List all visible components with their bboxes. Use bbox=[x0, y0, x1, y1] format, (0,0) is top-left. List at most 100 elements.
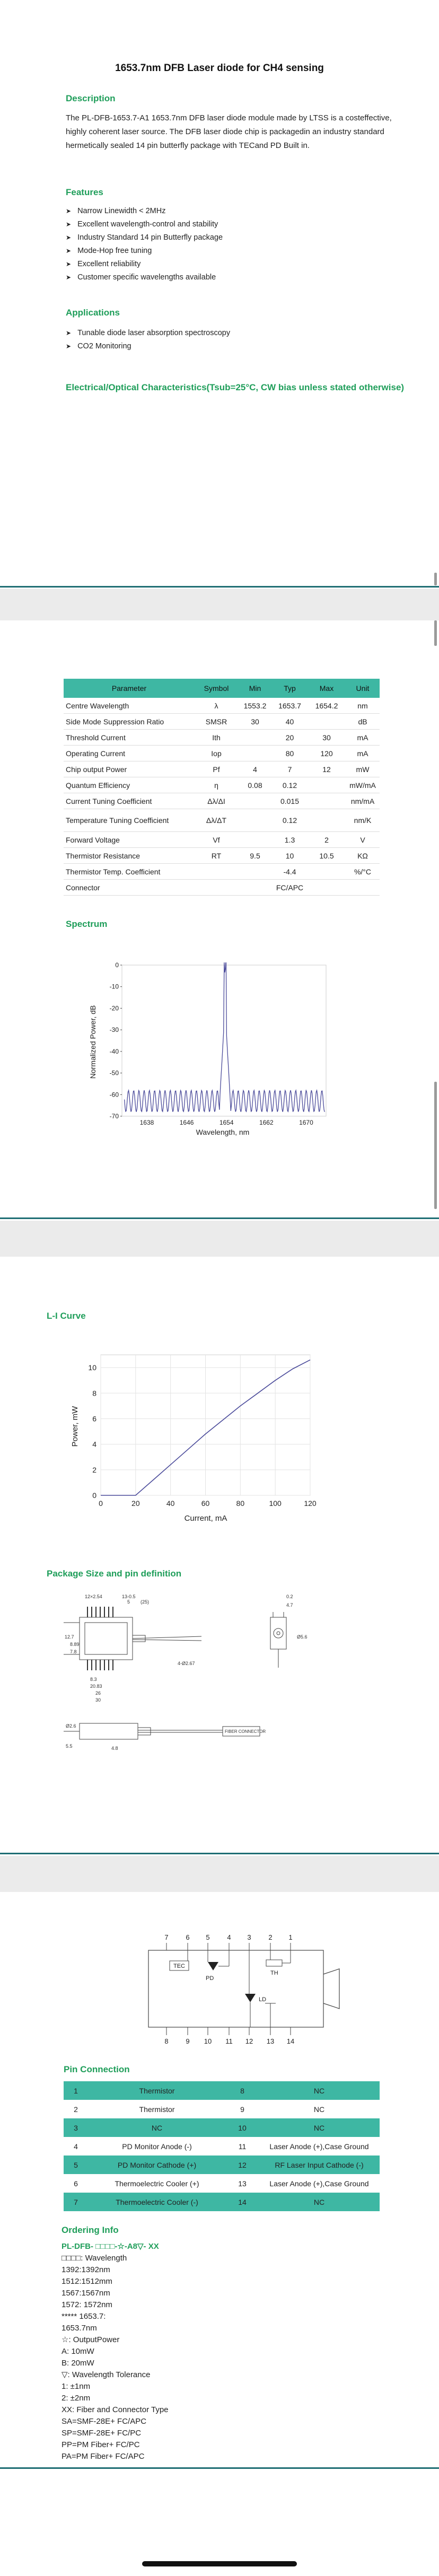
y-tick-label: -50 bbox=[110, 1070, 119, 1077]
table-cell: 2 bbox=[74, 2105, 78, 2114]
page-1: 1653.7nm DFB Laser diode for CH4 sensing… bbox=[0, 0, 439, 589]
scrollbar-thumb[interactable] bbox=[434, 1082, 437, 1209]
table-row: 4 PD Monitor Anode (-) 11 Laser Anode (+),C… bbox=[64, 2137, 380, 2156]
table-cell: 0.015 bbox=[272, 793, 308, 809]
y-axis-label: Normalized Power, dB bbox=[89, 1005, 97, 1079]
table-row: Temperature Tuning Coefficient Δλ/ΔT 0.12 n… bbox=[64, 809, 380, 832]
table-row: Centre Wavelength λ 1553.2 1653.7 1654.2 nm bbox=[64, 698, 380, 714]
ordering-heading: Ordering Info bbox=[62, 2225, 119, 2235]
dim-label: 30 bbox=[95, 1697, 101, 1703]
home-indicator[interactable] bbox=[142, 2561, 297, 2566]
dim-label: 4-Ø2.67 bbox=[178, 1661, 195, 1666]
butterfly-lid bbox=[84, 1622, 128, 1655]
table-cell: Vf bbox=[195, 831, 238, 848]
scrollbar-thumb[interactable] bbox=[434, 573, 437, 585]
parameters-table: Parameter Symbol Min Typ Max Unit Centre… bbox=[64, 679, 380, 896]
dim-label: 4.8 bbox=[111, 1746, 118, 1751]
x-tick-label: 120 bbox=[304, 1499, 317, 1508]
table-cell: 1653.7 bbox=[272, 698, 308, 714]
page-4: 7 6 5 4 3 2 1 8 9 10 11 12 13 14 TEC PD … bbox=[0, 1892, 439, 2486]
page-2: Parameter Symbol Min Typ Max Unit Centre… bbox=[0, 620, 439, 1221]
table-cell: 8 bbox=[226, 2081, 259, 2100]
ordering-line: PA=PM Fiber+ FC/APC bbox=[62, 2452, 145, 2461]
table-cell: 120 bbox=[308, 745, 346, 761]
table-cell: 1 bbox=[64, 2081, 88, 2100]
thermistor-icon bbox=[266, 1959, 283, 1967]
pin-label: 10 bbox=[204, 2037, 212, 2045]
table-row: Forward Voltage Vf 1.3 2 V bbox=[64, 831, 380, 848]
table-cell: Iop bbox=[195, 745, 238, 761]
ordering-line: ☆: OutputPower bbox=[62, 2335, 120, 2344]
table-cell: 7 bbox=[272, 761, 308, 777]
table-cell: 14 bbox=[226, 2193, 259, 2211]
x-tick-labels: 1638 1646 1654 1662 1670 bbox=[140, 1119, 314, 1126]
dim-label: 8.3 bbox=[90, 1677, 97, 1682]
table-cell: 10 bbox=[272, 847, 308, 864]
page-divider bbox=[0, 586, 439, 588]
table-cell: 9.5 bbox=[238, 847, 272, 864]
x-tick-label: 20 bbox=[131, 1499, 140, 1508]
table-cell: PD Monitor Anode (-) bbox=[122, 2142, 192, 2151]
table-cell: Thermoelectric Cooler (-) bbox=[88, 2193, 226, 2211]
pin-label: 6 bbox=[186, 1933, 189, 1941]
table-cell: RF Laser Input Cathode (-) bbox=[259, 2156, 380, 2174]
list-item: CO2 Monitoring bbox=[66, 340, 230, 353]
table-cell: nm/K bbox=[346, 809, 380, 832]
page-divider bbox=[0, 2467, 439, 2469]
y-tick-label: -70 bbox=[110, 1112, 119, 1120]
page-3: L-I Curve 0 2 4 6 8 10 0 20 40 60 80 100 120 Curren… bbox=[0, 1257, 439, 1856]
table-cell: Thermistor Temp. Coefficient bbox=[64, 863, 195, 880]
table-cell: 6 bbox=[74, 2179, 78, 2188]
dim-label: Ø2.6 bbox=[66, 1723, 76, 1729]
pin-label: 11 bbox=[225, 2037, 233, 2045]
table-row: 6 Thermoelectric Cooler (+) 13 Laser Anode … bbox=[64, 2174, 380, 2193]
dim-label: Ø5.6 bbox=[297, 1634, 308, 1640]
pd-diode-icon bbox=[208, 1962, 218, 1970]
spectrum-heading: Spectrum bbox=[66, 919, 108, 929]
page-gap bbox=[0, 589, 439, 620]
table-header-row: Parameter Symbol Min Typ Max Unit bbox=[64, 679, 380, 698]
table-cell: 4 bbox=[74, 2142, 78, 2151]
table-cell bbox=[308, 793, 346, 809]
pin-label: 9 bbox=[186, 2037, 189, 2045]
ordering-code: PL-DFB- □□□□-☆-A8▽- XX bbox=[62, 2242, 159, 2251]
table-cell: 7 bbox=[64, 2193, 88, 2211]
table-cell: FC/APC bbox=[272, 879, 308, 896]
dim-label: 12.7 bbox=[65, 1634, 74, 1640]
table-cell bbox=[238, 863, 272, 880]
package-outline bbox=[148, 1950, 324, 2028]
dim-label: 8.89 bbox=[70, 1642, 80, 1647]
bottom-pin-labels: 8 9 10 11 12 13 14 bbox=[164, 2037, 294, 2045]
table-cell: 13 bbox=[238, 2179, 247, 2188]
fiber-line bbox=[132, 1636, 202, 1639]
table-cell: 30 bbox=[308, 729, 346, 746]
table-row: 2 Thermistor 9 NC bbox=[64, 2100, 380, 2118]
y-tick-label: -20 bbox=[110, 1004, 119, 1012]
table-cell bbox=[238, 793, 272, 809]
table-cell: mA bbox=[346, 729, 380, 746]
table-row: 7 Thermoelectric Cooler (-) 14 NC bbox=[64, 2193, 380, 2211]
dim-label: 4.7 bbox=[286, 1602, 293, 1608]
tec-box bbox=[169, 1960, 189, 1971]
table-header: Parameter bbox=[64, 679, 195, 698]
pin-label: 1 bbox=[288, 1933, 292, 1941]
table-cell: NC bbox=[88, 2118, 226, 2137]
y-axis-label: Power, mW bbox=[71, 1406, 80, 1447]
ordering-line: A: 10mW bbox=[62, 2347, 94, 2356]
scrollbar-thumb[interactable] bbox=[434, 620, 437, 646]
table-header: Max bbox=[308, 679, 346, 698]
page-gap bbox=[0, 1856, 439, 1892]
table-cell: NC bbox=[259, 2193, 380, 2211]
table-cell: Threshold Current bbox=[64, 729, 195, 746]
table-header: Min bbox=[238, 679, 272, 698]
table-row: 1 Thermistor 8 NC bbox=[64, 2081, 380, 2100]
y-tick-label: 6 bbox=[92, 1414, 96, 1423]
table-header: Symbol bbox=[195, 679, 238, 698]
table-cell bbox=[238, 831, 272, 848]
y-tick-label: 2 bbox=[92, 1466, 96, 1474]
table-row: Operating Current Iop 80 120 mA bbox=[64, 745, 380, 761]
ordering-line: □□□□: Wavelength bbox=[62, 2254, 127, 2263]
ordering-line: 1392:1392nm bbox=[62, 2265, 110, 2274]
li-heading: L-I Curve bbox=[47, 1311, 86, 1321]
